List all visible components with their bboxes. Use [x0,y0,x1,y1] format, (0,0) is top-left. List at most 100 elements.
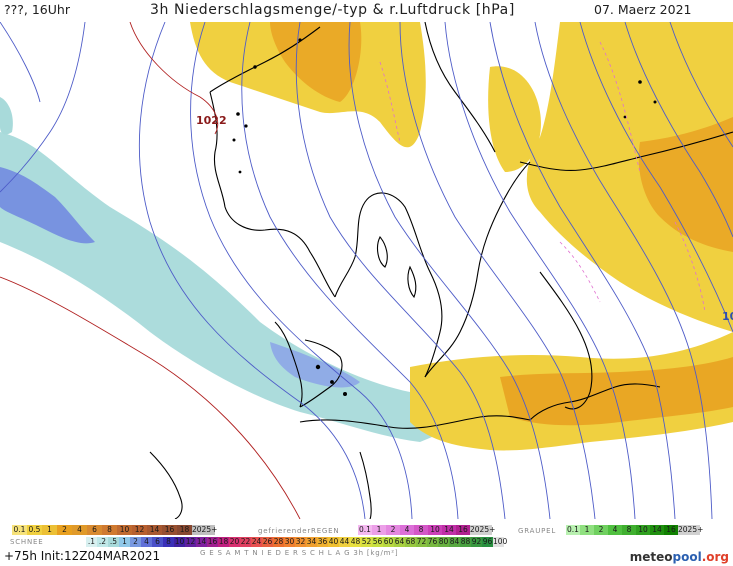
forecast-day-label: ???, 16Uhr [4,2,70,17]
rain-swatch: 6 [87,525,102,535]
graupel-swatch: 2 [594,525,608,535]
total-precip-label: G E S A M T N I E D E R S C H L A G 3h [… [200,549,399,557]
rain-swatch: 16 [162,525,177,535]
logo-text-main: meteo [629,550,673,564]
freezing-rain-label: gefrierenderREGEN [258,527,340,535]
snow-swatch: 34 [306,537,317,547]
snow-swatch: 80 [438,537,449,547]
snow-band [0,132,480,442]
rain-swatch: 1 [42,525,57,535]
rain-swatch: 10 [117,525,132,535]
snow-swatch: 10 [174,537,185,547]
snow-swatch: 24 [251,537,262,547]
rain-area-southern-baltic-core [500,357,733,426]
logo-text-accent: pool [672,550,702,564]
isobar-label-10: 10 [722,310,733,323]
snow-swatch: 44 [339,537,350,547]
graupel-swatch: 4 [608,525,622,535]
snow-swatch: .2 [97,537,108,547]
graupel-swatch: 8 [622,525,636,535]
freezing-swatch: 4 [400,525,414,535]
snow-swatch: 100 [493,537,508,547]
freezing-swatch: 16 [456,525,470,535]
isobars-red [0,22,301,519]
snow-swatch: 26 [262,537,273,547]
rain-area-gulf [488,66,541,172]
graupel-swatch: 16 [664,525,678,535]
snow-swatch: 1 [119,537,130,547]
graupel-swatch: 1 [580,525,594,535]
forecast-date: 07. Maerz 2021 [594,2,692,17]
rain-swatch: 18 [177,525,192,535]
page-title: 3h Niederschlagsmenge/-typ & r.Luftdruck… [150,2,515,18]
freezing-swatch: 8 [414,525,428,535]
snow-swatch: 4 [141,537,152,547]
rain-swatch: 0.5 [27,525,42,535]
rain-swatch: 4 [72,525,87,535]
snow-swatch: 12 [185,537,196,547]
rain-swatch: 0.1 [12,525,27,535]
freezing-swatch: 2025+ [470,525,496,535]
snow-patch-west [0,97,13,135]
rain-area-norway-core [270,22,362,102]
freezing-swatch: 14 [442,525,456,535]
rain-area-finland-core [638,117,733,252]
snow-swatch: 64 [394,537,405,547]
snow-swatch: 96 [482,537,493,547]
graupel-scale: 0.1 1 2 4 8 10 14 16 2025+ [566,525,704,535]
graupel-swatch: 2025+ [678,525,704,535]
snow-swatch: 52 [361,537,372,547]
snow-swatch: .5 [108,537,119,547]
snow-swatch: 22 [240,537,251,547]
snow-swatch: 60 [383,537,394,547]
logo-text-tld: .org [701,550,729,564]
meteopool-logo[interactable]: meteopool.org [630,550,729,564]
snow-swatch: 2 [130,537,141,547]
isobars-blue [0,22,733,519]
snow-swatch: 30 [284,537,295,547]
coastlines [149,22,733,519]
snow-swatch: 40 [328,537,339,547]
snow-swatch: 36 [317,537,328,547]
rain-swatch: 14 [147,525,162,535]
legend-panel: 0.1 0.5 1 2 4 6 8 10 12 14 16 18 2025+ gefrierenderR… [0,522,733,566]
graupel-swatch: 10 [636,525,650,535]
isobar-label-1022: 1022 [196,114,227,127]
rain-area-finland [526,22,733,332]
snow-total-scale: .1.2.5 1 2 4 6 8 10 12 14 16 18 20 22 24 26 28 30 32 34 36 4… [86,537,508,547]
snow-swatch: 72 [416,537,427,547]
snow-swatch: 92 [471,537,482,547]
snow-swatch: 32 [295,537,306,547]
snow-swatch: 14 [196,537,207,547]
snow-swatch: 18 [218,537,229,547]
snow-swatch: 56 [372,537,383,547]
freezing-swatch: 2 [386,525,400,535]
snow-band-heavy [0,167,95,244]
graupel-label: GRAUPEL [518,527,557,535]
snow-swatch: 84 [449,537,460,547]
rain-swatch: 8 [102,525,117,535]
snow-swatch: 16 [207,537,218,547]
rain-swatch: 2 [57,525,72,535]
graupel-swatch: 14 [650,525,664,535]
freezing-rain-contours [379,41,706,313]
fjord-islands [232,38,657,396]
precipitation-map [0,22,733,519]
snow-swatch: 68 [405,537,416,547]
snow-swatch: 8 [163,537,174,547]
freezing-swatch: 0.1 [358,525,372,535]
snow-swatch: 6 [152,537,163,547]
snow-swatch: 28 [273,537,284,547]
snow-label: SCHNEE [10,538,44,546]
rain-swatch: 2025+ [192,525,218,535]
freezing-rain-scale: 0.1 1 2 4 8 10 14 16 2025+ [358,525,496,535]
graupel-swatch: 0.1 [566,525,580,535]
snow-swatch: 48 [350,537,361,547]
model-run-info: +75h Init:12Z04MAR2021 [4,549,161,563]
freezing-swatch: 10 [428,525,442,535]
rain-swatch: 12 [132,525,147,535]
rain-scale: 0.1 0.5 1 2 4 6 8 10 12 14 16 18 2025+ [12,525,218,535]
freezing-swatch: 1 [372,525,386,535]
snow-swatch: 88 [460,537,471,547]
